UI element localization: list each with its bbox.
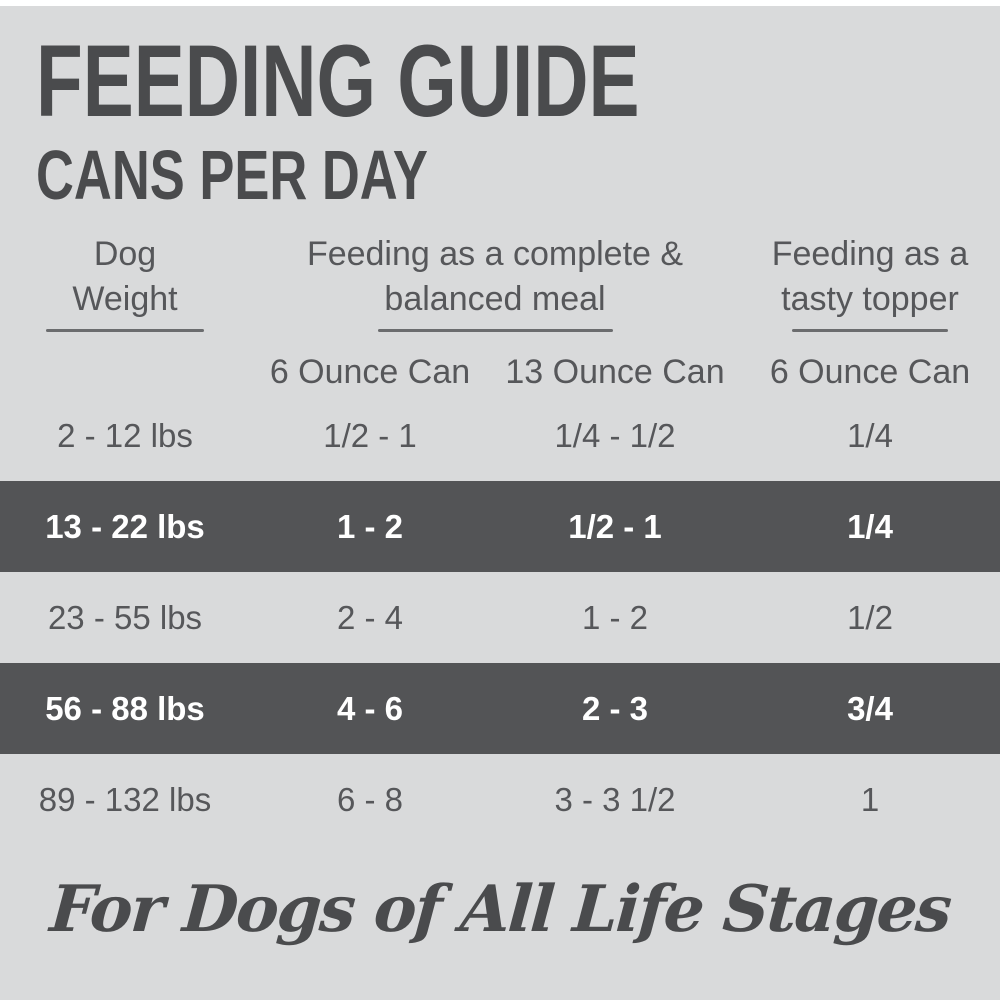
cell-topper-6oz: 3/4 [847,689,893,727]
cell-meal-13oz: 3 - 3 1/2 [554,780,676,818]
table-row: 89 - 132 lbs 6 - 8 3 - 3 1/2 1 [0,754,1000,845]
header-underline [46,329,204,332]
table-row-highlighted: 56 - 88 lbs 4 - 6 2 - 3 3/4 [0,663,1000,754]
cell-meal-6oz: 1 - 2 [336,507,404,545]
cell-topper-6oz: 1/2 [847,598,893,636]
page-title: FEEDING GUIDE [36,24,640,138]
column-header-tasty-topper: Feeding as a tasty topper [740,232,1000,332]
cell-weight: 23 - 55 lbs [47,598,203,636]
cell-meal-6oz: 6 - 8 [336,780,404,818]
subheader-spacer [0,352,250,392]
column-header-line: Weight [72,280,178,318]
cell-weight: 13 - 22 lbs [45,507,205,545]
footer-tagline: For Dogs of All Life Stages [47,872,953,947]
cell-weight: 89 - 132 lbs [38,780,212,818]
cell-meal-6oz: 4 - 6 [336,689,404,727]
cell-topper-6oz: 1/4 [847,507,893,545]
feeding-table-body: 2 - 12 lbs 1/2 - 1 1/4 - 1/2 1/4 13 - 22… [0,390,1000,845]
table-row: 2 - 12 lbs 1/2 - 1 1/4 - 1/2 1/4 [0,390,1000,481]
table-row-highlighted: 13 - 22 lbs 1 - 2 1/2 - 1 1/4 [0,481,1000,572]
cell-topper-6oz: 1 [860,780,880,818]
table-row: 23 - 55 lbs 2 - 4 1 - 2 1/2 [0,572,1000,663]
top-white-edge [0,0,1000,6]
column-header-line: Feeding as a complete & [306,235,684,273]
subheader-6oz-topper: 6 Ounce Can [769,353,971,391]
cell-weight: 56 - 88 lbs [45,689,205,727]
column-header-line: Dog [93,235,157,273]
subheader-13oz-meal: 13 Ounce Can [505,353,725,391]
cell-meal-13oz: 1/2 - 1 [568,507,662,545]
column-header-line: Feeding as a [771,235,969,273]
cell-meal-6oz: 2 - 4 [336,598,404,636]
can-size-subheaders: 6 Ounce Can 13 Ounce Can 6 Ounce Can [0,352,1000,392]
cell-meal-6oz: 1/2 - 1 [323,416,417,454]
cell-meal-13oz: 1/4 - 1/2 [554,416,676,454]
subheader-6oz-meal: 6 Ounce Can [269,353,471,391]
header-underline [792,329,948,332]
column-header-complete-meal: Feeding as a complete & balanced meal [250,232,740,332]
column-header-dog-weight: Dog Weight [0,232,250,332]
page-subtitle: CANS PER DAY [36,136,428,214]
cell-meal-13oz: 2 - 3 [581,689,649,727]
cell-topper-6oz: 1/4 [847,416,893,454]
column-header-line: tasty topper [781,280,959,318]
column-header-line: balanced meal [384,280,606,318]
cell-meal-13oz: 1 - 2 [581,598,649,636]
column-group-headers: Dog Weight Feeding as a complete & balan… [0,232,1000,332]
header-underline [377,329,613,332]
cell-weight: 2 - 12 lbs [57,416,193,454]
